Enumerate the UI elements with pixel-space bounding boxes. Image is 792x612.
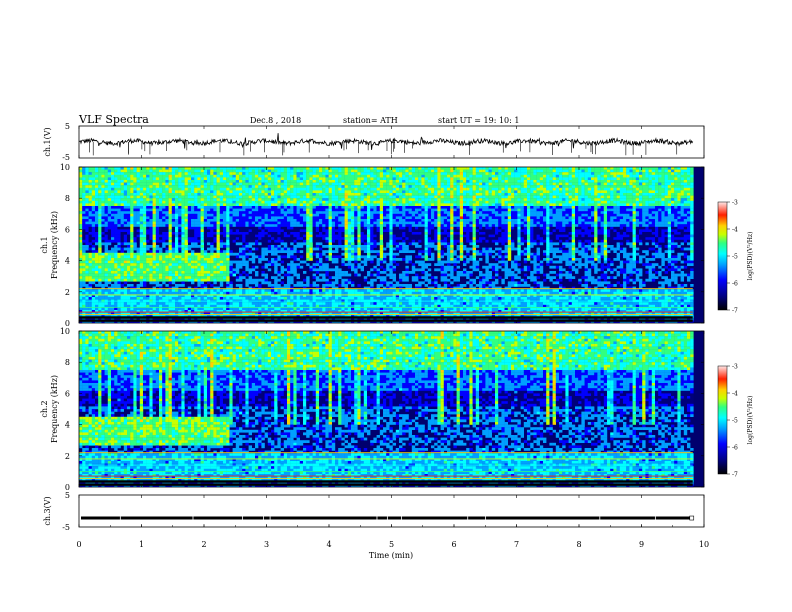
time-tick-label: 6 (451, 540, 456, 549)
header-start-time: start UT = 19: 10: 1 (438, 116, 519, 125)
frequency-tick-label: 0 (65, 319, 70, 328)
ch1-waveform-panel: 5 -5 ch.1(V) (43, 122, 705, 162)
ch1-spectrogram-channel-label: ch.1 (40, 236, 49, 253)
frequency-tick-label: 2 (65, 452, 70, 461)
frequency-tick-label: 4 (65, 257, 70, 266)
colorbar-tick-label: -7 (732, 472, 738, 479)
ch1-colorbar-label: log(PSD)(V²/Hz) (747, 232, 754, 281)
ch3-waveform-ylabel: ch.3(V) (43, 496, 52, 525)
ch1-trace-line (79, 133, 694, 150)
frequency-tick-label: 10 (60, 163, 70, 172)
time-tick-label: 8 (576, 540, 581, 549)
colorbar-tick-label: -5 (732, 254, 738, 261)
ch2-spectrogram-channel-label: ch.2 (40, 400, 49, 417)
colorbar-tick-label: -4 (732, 227, 738, 234)
colorbar-tick-label: -7 (732, 308, 738, 315)
time-tick-label: 0 (76, 540, 81, 549)
ch1-spectrogram (79, 167, 694, 324)
time-tick-label: 3 (264, 540, 269, 549)
ch3-waveform-trace (81, 515, 695, 521)
frequency-tick-label: 0 (65, 483, 70, 492)
ch3-ytick-top: 5 (65, 491, 70, 500)
time-tick-label: 2 (201, 540, 206, 549)
ch2-spectrogram-ylabel: Frequency (kHz) (50, 375, 59, 443)
ch1-waveform-ylabel: ch.1(V) (43, 127, 52, 156)
ch1-waveform-trace (79, 133, 694, 156)
frequency-tick-label: 8 (65, 358, 70, 367)
frequency-tick-label: 4 (65, 421, 70, 430)
ch3-waveform-panel: 5 -5 ch.3(V) (43, 491, 705, 532)
ch2-colorbar-ticks: -3 -4 -5 -6 -7 (727, 364, 738, 479)
ch3-waveform-frame (78, 494, 705, 528)
colorbar-tick-label: -5 (732, 418, 738, 425)
time-tick-label: 4 (326, 540, 331, 549)
figure-title: VLF Spectra (78, 113, 149, 126)
frequency-tick-label: 6 (65, 225, 70, 234)
colorbar-tick-label: -6 (732, 281, 738, 288)
frequency-tick-label: 6 (65, 389, 70, 398)
colorbar-tick-label: -3 (732, 364, 738, 371)
frequency-tick-label: 8 (65, 194, 70, 203)
ch3-ytick-bottom: -5 (62, 523, 70, 532)
ch1-ytick-bottom: -5 (62, 153, 70, 162)
time-tick-label: 1 (139, 540, 144, 549)
header-station: station= ATH (343, 116, 398, 125)
time-tick-label: 5 (389, 540, 394, 549)
time-tick-label: 7 (514, 540, 519, 549)
colorbar-tick-label: -4 (732, 391, 738, 398)
frequency-tick-label: 10 (60, 327, 70, 336)
ch1-colorbar-ticks: -3 -4 -5 -6 -7 (727, 200, 738, 315)
ch2-spectrogram (79, 331, 694, 488)
frequency-tick-label: 2 (65, 288, 70, 297)
time-axis-ticks: 0 1 2 3 4 5 6 7 8 9 10 (76, 126, 709, 549)
ch2-colorbar-label: log(PSD)(V²/Hz) (747, 396, 754, 445)
ch1-ytick-top: 5 (65, 122, 70, 131)
ch1-frequency-ticks: 0 2 4 6 8 10 (60, 163, 704, 328)
ch1-colorbar (717, 201, 728, 311)
time-tick-label: 10 (699, 540, 709, 549)
time-axis-label: Time (min) (369, 551, 413, 560)
ch2-frequency-ticks: 0 2 4 6 8 10 (60, 327, 704, 492)
ch1-spectrogram-ylabel: Frequency (kHz) (50, 211, 59, 279)
ch2-colorbar (717, 365, 728, 475)
time-tick-label: 9 (639, 540, 644, 549)
colorbar-tick-label: -6 (732, 445, 738, 452)
colorbar-tick-label: -3 (732, 200, 738, 207)
header-date: Dec.8 , 2018 (250, 116, 301, 125)
